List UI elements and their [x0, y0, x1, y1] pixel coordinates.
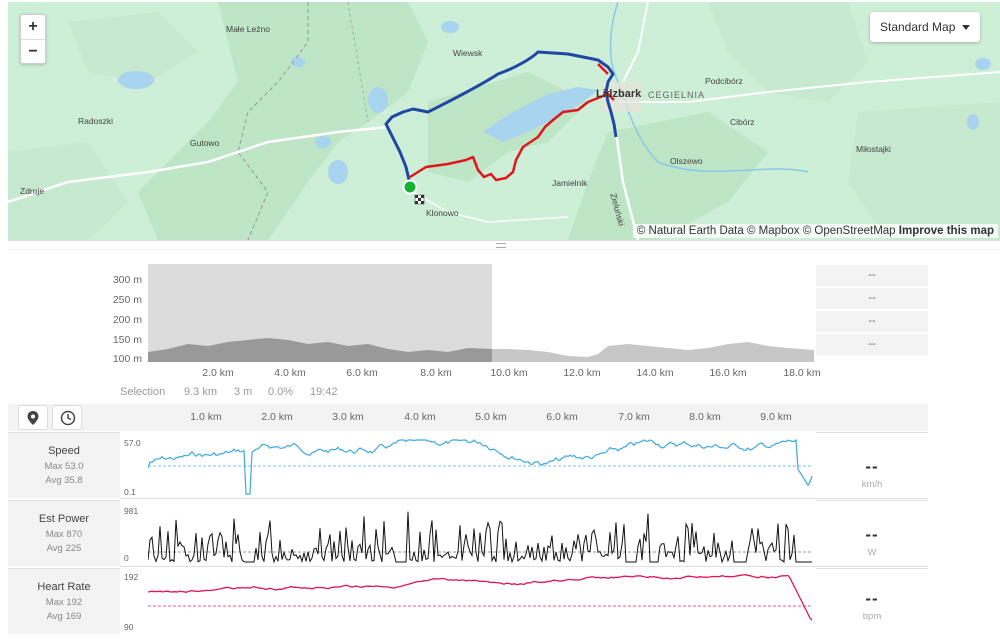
power-axis-bottom: 0: [124, 553, 129, 563]
elevation-plot: [148, 264, 814, 362]
power-value: --: [865, 525, 879, 544]
place-label: Radoszki: [78, 116, 113, 126]
improve-map-link[interactable]: Improve this map: [898, 225, 994, 237]
hr-value-box: -- bpm: [816, 568, 928, 634]
hr-axis-top: 192: [124, 572, 139, 582]
start-marker-icon: [402, 179, 418, 195]
stream-x-label: 4.0 km: [404, 411, 436, 423]
power-chart[interactable]: [148, 504, 816, 566]
elevation-x-label: 8.0 km: [420, 367, 452, 379]
stream-x-label: 7.0 km: [618, 411, 650, 423]
elevation-x-label: 10.0 km: [490, 367, 528, 379]
place-label: Klonowo: [426, 208, 459, 218]
speed-value: --: [865, 457, 879, 476]
stream-x-label: 1.0 km: [190, 411, 222, 423]
hr-avg: Avg 169: [46, 611, 82, 622]
power-max: Max 870: [45, 529, 83, 540]
place-label: CEGIELNIA: [648, 90, 706, 100]
place-label: Jamielnik: [552, 178, 588, 188]
zoom-in-button[interactable]: +: [28, 18, 38, 35]
place-label: Cibórz: [730, 117, 755, 127]
map-canvas: [8, 2, 1000, 240]
elevation-y-label: 200 m: [112, 314, 142, 326]
stream-x-label: 5.0 km: [475, 411, 507, 423]
elevation-stat: --: [816, 311, 928, 332]
streams-toolbar: 1.0 km 2.0 km 3.0 km 4.0 km 5.0 km 6.0 k…: [8, 404, 928, 431]
hr-value: --: [865, 589, 879, 608]
stream-x-label: 2.0 km: [261, 411, 293, 423]
hr-title: Heart Rate: [37, 581, 91, 593]
selection-grade: 0.0%: [268, 386, 294, 398]
place-label: Zdroje: [20, 186, 45, 196]
speed-avg: Avg 35.8: [45, 475, 83, 486]
place-label: Podcibórz: [705, 76, 743, 86]
hr-unit: bpm: [862, 611, 882, 622]
stream-x-label: 9.0 km: [760, 411, 792, 423]
selection-distance: 9.3 km: [184, 386, 218, 398]
elevation-y-label: 100 m: [112, 353, 142, 365]
selection-time: 19:42: [310, 386, 338, 398]
map-resize-handle[interactable]: [8, 240, 1000, 250]
hr-chart[interactable]: [148, 570, 816, 632]
elevation-x-label: 16.0 km: [709, 367, 747, 379]
speed-title: Speed: [48, 445, 80, 457]
elevation-x-label: 2.0 km: [202, 367, 234, 379]
elevation-x-label: 6.0 km: [346, 367, 378, 379]
map-type-dropdown[interactable]: Standard Map: [870, 12, 980, 42]
map-type-label: Standard Map: [880, 20, 956, 34]
speed-chart[interactable]: [148, 436, 816, 498]
attribution-text: © Natural Earth Data © Mapbox © OpenStre…: [636, 225, 896, 237]
power-row-header: Est Power Max 870 Avg 225: [8, 500, 120, 566]
selection-elevation: 3 m: [234, 386, 253, 398]
power-title: Est Power: [38, 513, 90, 525]
stream-x-label: 6.0 km: [546, 411, 578, 423]
hr-max: Max 192: [45, 597, 83, 608]
map-pin-icon: [27, 411, 39, 425]
elevation-y-label: 250 m: [112, 294, 142, 306]
hr-axis-bottom: 90: [124, 622, 134, 632]
divider: [120, 566, 928, 567]
time-view-tab[interactable]: [52, 405, 82, 430]
place-label: Wiewsk: [453, 48, 483, 58]
speed-axis-bottom: 0.1: [124, 487, 136, 497]
caret-down-icon: [962, 25, 970, 30]
speed-row-header: Speed Max 53.0 Avg 35.8: [8, 432, 120, 498]
elevation-x-label: 14.0 km: [636, 367, 674, 379]
zoom-control: + −: [20, 14, 46, 64]
place-label: Gutowo: [190, 138, 220, 148]
place-label: Olszewo: [670, 156, 703, 166]
power-unit: W: [867, 547, 877, 558]
place-label: Miłostajki: [856, 144, 891, 154]
zoom-out-button[interactable]: −: [21, 39, 45, 63]
elevation-x-label: 4.0 km: [274, 367, 306, 379]
finish-flag-icon: [414, 194, 425, 205]
map-view-tab[interactable]: [18, 405, 48, 430]
elevation-y-label: 150 m: [112, 334, 142, 346]
stream-x-label: 8.0 km: [689, 411, 721, 423]
power-avg: Avg 225: [46, 543, 82, 554]
place-label: Małe Leźno: [226, 24, 270, 34]
route-map[interactable]: Małe Leźno Wiewsk Radoszki Gutowo Zdroje…: [8, 2, 1000, 240]
power-value-box: -- W: [816, 500, 928, 566]
elevation-stat: --: [816, 334, 928, 355]
grip-icon: [496, 243, 506, 248]
speed-max: Max 53.0: [44, 461, 84, 472]
map-attribution: © Natural Earth Data © Mapbox © OpenStre…: [632, 224, 998, 238]
selection-label: Selection: [120, 386, 166, 398]
elevation-stat: --: [816, 265, 928, 286]
divider: [120, 498, 928, 499]
elevation-y-label: 300 m: [112, 274, 142, 286]
hr-row-header: Heart Rate Max 192 Avg 169: [8, 568, 120, 634]
speed-value-box: -- km/h: [816, 432, 928, 498]
power-axis-top: 981: [124, 506, 139, 516]
stream-x-label: 3.0 km: [332, 411, 364, 423]
speed-axis-top: 57.0: [124, 438, 141, 448]
place-label: Lidzbark: [596, 88, 642, 100]
speed-unit: km/h: [861, 479, 883, 490]
clock-icon: [60, 410, 76, 426]
elevation-x-label: 18.0 km: [783, 367, 821, 379]
elevation-stat: --: [816, 288, 928, 309]
elevation-x-label: 12.0 km: [563, 367, 601, 379]
